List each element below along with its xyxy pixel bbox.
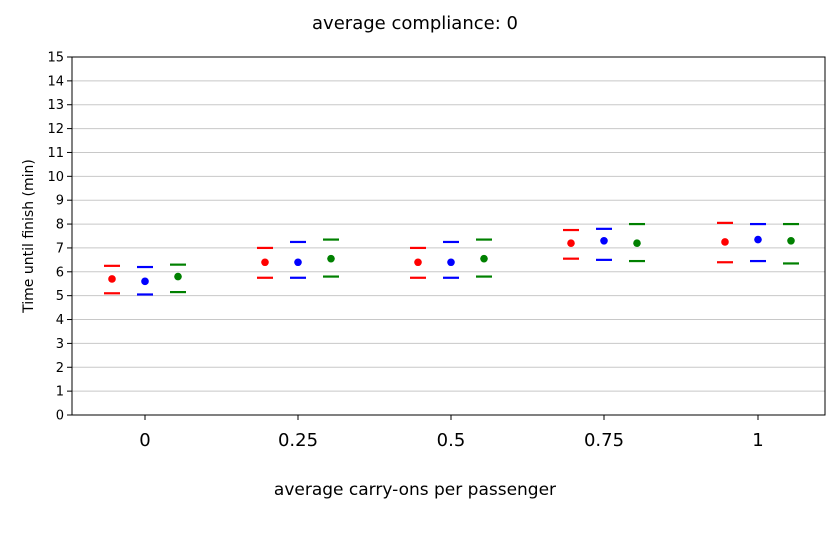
y-tick-label: 8 (56, 218, 64, 233)
y-tick-label: 6 (56, 265, 64, 280)
y-tick-label: 1 (56, 385, 64, 400)
y-tick-label: 10 (47, 170, 64, 185)
x-tick-label: 0.5 (437, 430, 466, 451)
data-marks (104, 221, 799, 296)
mean-point (754, 235, 762, 244)
mean-point (447, 258, 455, 267)
grid-layer (72, 56, 825, 392)
plot-frame (71, 56, 826, 416)
mean-point (721, 238, 729, 246)
y-axis-label: Time until finish (min) (21, 159, 37, 314)
mean-point (108, 275, 116, 283)
y-tick-label: 2 (56, 361, 64, 376)
y-tick-label: 5 (56, 289, 64, 304)
mean-point (294, 258, 302, 267)
mean-point (174, 272, 182, 281)
y-tick-label: 7 (56, 241, 64, 256)
y-tick-label: 15 (47, 51, 64, 66)
mean-point (261, 258, 269, 267)
x-tick-label: 0 (139, 430, 150, 451)
y-tick-label: 3 (56, 337, 64, 352)
chart-title: average compliance: 0 (312, 13, 518, 34)
mean-point (633, 239, 641, 247)
y-tick-label: 4 (56, 313, 64, 328)
mean-point (600, 236, 608, 245)
mean-point (480, 254, 488, 263)
x-tick-label: 1 (752, 430, 763, 451)
mean-point (327, 254, 335, 263)
mean-point (414, 258, 422, 267)
x-tick-label: 0.25 (278, 430, 318, 451)
y-tick-label: 13 (47, 98, 64, 113)
mean-point (141, 277, 149, 286)
y-tick-label: 14 (47, 74, 64, 89)
y-tick-label: 9 (56, 194, 64, 209)
mean-point (787, 236, 795, 245)
y-tick-label: 0 (56, 409, 64, 424)
x-axis-label: average carry-ons per passenger (274, 480, 556, 500)
mean-point (567, 239, 575, 247)
x-tick-label: 0.75 (584, 430, 624, 451)
y-tick-label: 12 (47, 122, 64, 137)
y-tick-label: 11 (47, 146, 64, 161)
x-axis-ticks: 0 0.25 0.5 0.75 1 (139, 415, 764, 451)
